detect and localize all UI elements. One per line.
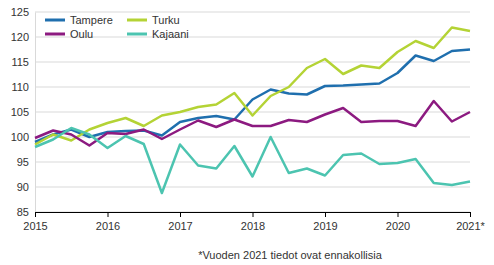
x-tick-label: 2017 [168, 220, 192, 232]
y-tick: 120 [11, 31, 35, 43]
x-tick-mark [35, 212, 36, 217]
y-tick-label: 100 [11, 131, 29, 143]
x-tick: 2017 [168, 212, 192, 232]
legend-swatch [127, 19, 147, 22]
x-tick-mark [470, 212, 471, 217]
legend-label: Oulu [70, 28, 93, 40]
legend-swatch [45, 19, 65, 22]
y-tick: 115 [11, 56, 35, 68]
legend-swatch [45, 33, 65, 36]
legend-item: Oulu [45, 28, 93, 40]
x-tick: 2018 [241, 212, 265, 232]
x-tick-mark [253, 212, 254, 217]
x-axis-line [36, 213, 471, 217]
x-tick-label: 2015 [23, 220, 47, 232]
y-tick: 110 [11, 81, 35, 93]
y-tick: 85 [17, 206, 35, 218]
y-tick: 125 [11, 6, 35, 18]
y-tick-label: 115 [11, 56, 29, 68]
y-tick-label: 110 [11, 81, 29, 93]
x-tick-label: 2016 [96, 220, 120, 232]
y-tick-label: 90 [17, 181, 29, 193]
x-tick: 2020 [386, 212, 410, 232]
x-tick-mark [398, 212, 399, 217]
x-tick-mark [180, 212, 181, 217]
series-line [35, 128, 470, 193]
y-tick-label: 105 [11, 106, 29, 118]
chart: 85 90 95 100 105 110 115 120 125 2015 2016 2017 2018… [0, 0, 494, 265]
legend: Tampere Turku Oulu Kajaani [45, 14, 189, 40]
series-line [35, 50, 470, 143]
grid-line [35, 62, 470, 63]
legend-label: Kajaani [152, 28, 189, 40]
y-tick-label: 95 [17, 156, 29, 168]
y-tick: 105 [11, 106, 35, 118]
x-tick-label: 2019 [313, 220, 337, 232]
x-tick: 2019 [313, 212, 337, 232]
x-tick: 2021* [456, 212, 485, 232]
x-tick-label: 2021* [456, 220, 485, 232]
y-tick: 90 [17, 181, 35, 193]
x-tick-label: 2018 [241, 220, 265, 232]
legend-label: Tampere [70, 14, 113, 26]
series-lines [35, 28, 470, 194]
grid-line [35, 87, 470, 88]
y-tick-label: 120 [11, 31, 29, 43]
x-tick: 2016 [96, 212, 120, 232]
y-axis-line [35, 13, 36, 213]
grid-line [35, 12, 470, 13]
grid [35, 12, 470, 212]
footnote: *Vuoden 2021 tiedot ovat ennakollisia [198, 249, 383, 261]
legend-item: Tampere [45, 14, 113, 26]
grid-line [35, 112, 470, 113]
x-tick-mark [108, 212, 109, 217]
grid-line [35, 37, 470, 38]
x-axis: 2015 2016 2017 2018 2019 2020 2021* [23, 212, 485, 232]
y-tick-label: 125 [11, 6, 29, 18]
legend-item: Kajaani [127, 28, 189, 40]
x-tick: 2015 [23, 212, 47, 232]
grid-line [35, 187, 470, 188]
x-tick-mark [325, 212, 326, 217]
y-tick-label: 85 [17, 206, 29, 218]
x-tick-label: 2020 [386, 220, 410, 232]
series-line [35, 101, 470, 146]
legend-swatch [127, 33, 147, 36]
legend-item: Turku [127, 14, 180, 26]
legend-label: Turku [152, 14, 180, 26]
series-line [35, 28, 470, 145]
y-tick: 95 [17, 156, 35, 168]
plot: 85 90 95 100 105 110 115 120 125 2015 2016 2017 2018… [11, 6, 486, 232]
y-tick: 100 [11, 131, 35, 143]
y-axis: 85 90 95 100 105 110 115 120 125 [11, 6, 36, 218]
